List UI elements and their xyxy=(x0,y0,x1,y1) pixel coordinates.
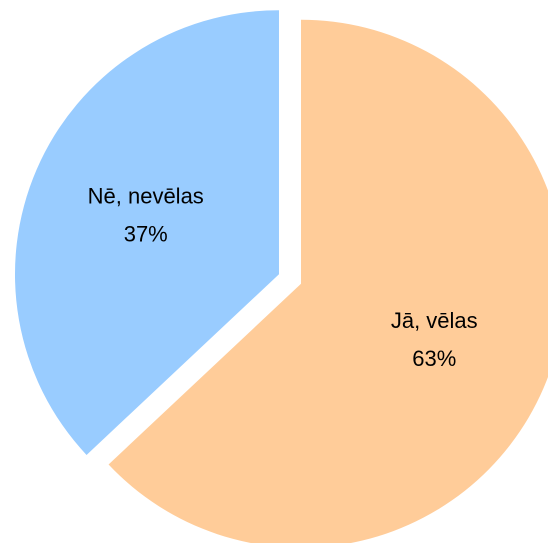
slice-label: Jā, vēlas xyxy=(391,308,478,333)
slice-label: Nē, nevēlas xyxy=(88,183,204,208)
pie-slice xyxy=(108,19,548,543)
pie-slice xyxy=(14,10,279,455)
value-label: 37% xyxy=(124,221,168,246)
value-label: 63% xyxy=(412,346,456,371)
